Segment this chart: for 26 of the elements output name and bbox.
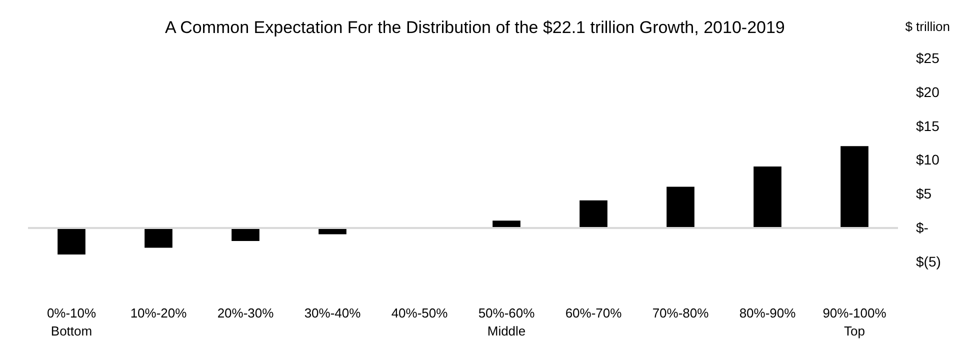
bar — [666, 186, 694, 228]
y-tick-label: $20 — [916, 84, 940, 100]
x-tick-label: 60%-70% — [565, 306, 622, 320]
y-tick-label: $25 — [916, 50, 940, 66]
x-tick-label: 50%-60% Middle — [478, 306, 536, 338]
chart-title: A Common Expectation For the Distribution of the $22.1 trillion Growth, 2010-2019 — [165, 18, 785, 37]
bar — [58, 227, 86, 255]
x-tick-label: 40%-50% — [391, 306, 448, 320]
y-tick-label: $(5) — [916, 253, 941, 270]
x-tick-label: 10%-20% — [130, 306, 188, 320]
bar — [580, 200, 608, 228]
x-tick-label: 90%-100% Top — [822, 306, 887, 338]
x-tick-label: 20%-30% — [217, 306, 274, 320]
bar — [492, 220, 520, 228]
y-tick-label: $10 — [916, 152, 940, 168]
x-tick-label: 30%-40% — [304, 306, 362, 320]
bar — [840, 146, 868, 228]
y-tick-label: $5 — [916, 186, 932, 202]
bar — [754, 166, 782, 228]
x-tick-label: 70%-80% — [652, 306, 710, 320]
x-tick-label: 0%-10% Bottom — [46, 306, 97, 338]
y-axis-title: $ trillion — [905, 19, 950, 34]
y-tick-label: $15 — [916, 118, 940, 134]
bar — [144, 227, 172, 248]
y-tick-label: $- — [916, 219, 929, 236]
x-tick-label: 80%-90% — [739, 306, 796, 320]
